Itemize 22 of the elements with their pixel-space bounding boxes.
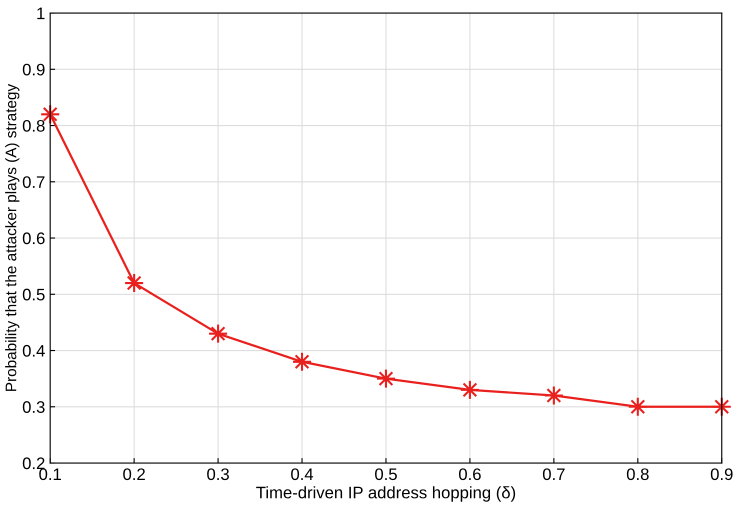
y-tick-label: 0.9 [22, 64, 45, 76]
y-tick-label: 1 [37, 8, 45, 20]
y-tick-label: 0.7 [22, 176, 44, 188]
x-tick-label: 0.1 [39, 468, 61, 480]
y-tick-label: 0.4 [22, 344, 45, 357]
y-tick-label: 0.6 [22, 232, 45, 244]
x-tick-label: 0.3 [207, 468, 229, 480]
x-tick-label: 0.4 [291, 468, 314, 480]
x-tick-label: 0.5 [375, 468, 397, 480]
x-tick-label: 0.8 [626, 468, 649, 480]
y-tick-label: 0.2 [22, 457, 44, 470]
point [628, 396, 648, 417]
y-tick-label: 0.3 [22, 401, 45, 413]
x-tick-label: 0.7 [542, 468, 565, 480]
y-tick-label: 0.5 [22, 288, 45, 300]
y-tick-label: 0.8 [22, 120, 45, 132]
x-tick-label: 0.6 [458, 468, 481, 480]
point [292, 352, 312, 372]
x-tick-label: 0.9 [710, 468, 733, 480]
y-axis-title: Probability that the attacker plays (A) strategy [5, 84, 20, 391]
x-tick-label: 0.2 [123, 468, 145, 480]
x-axis-title: Time-driven IP address hopping (δ) [256, 486, 516, 502]
